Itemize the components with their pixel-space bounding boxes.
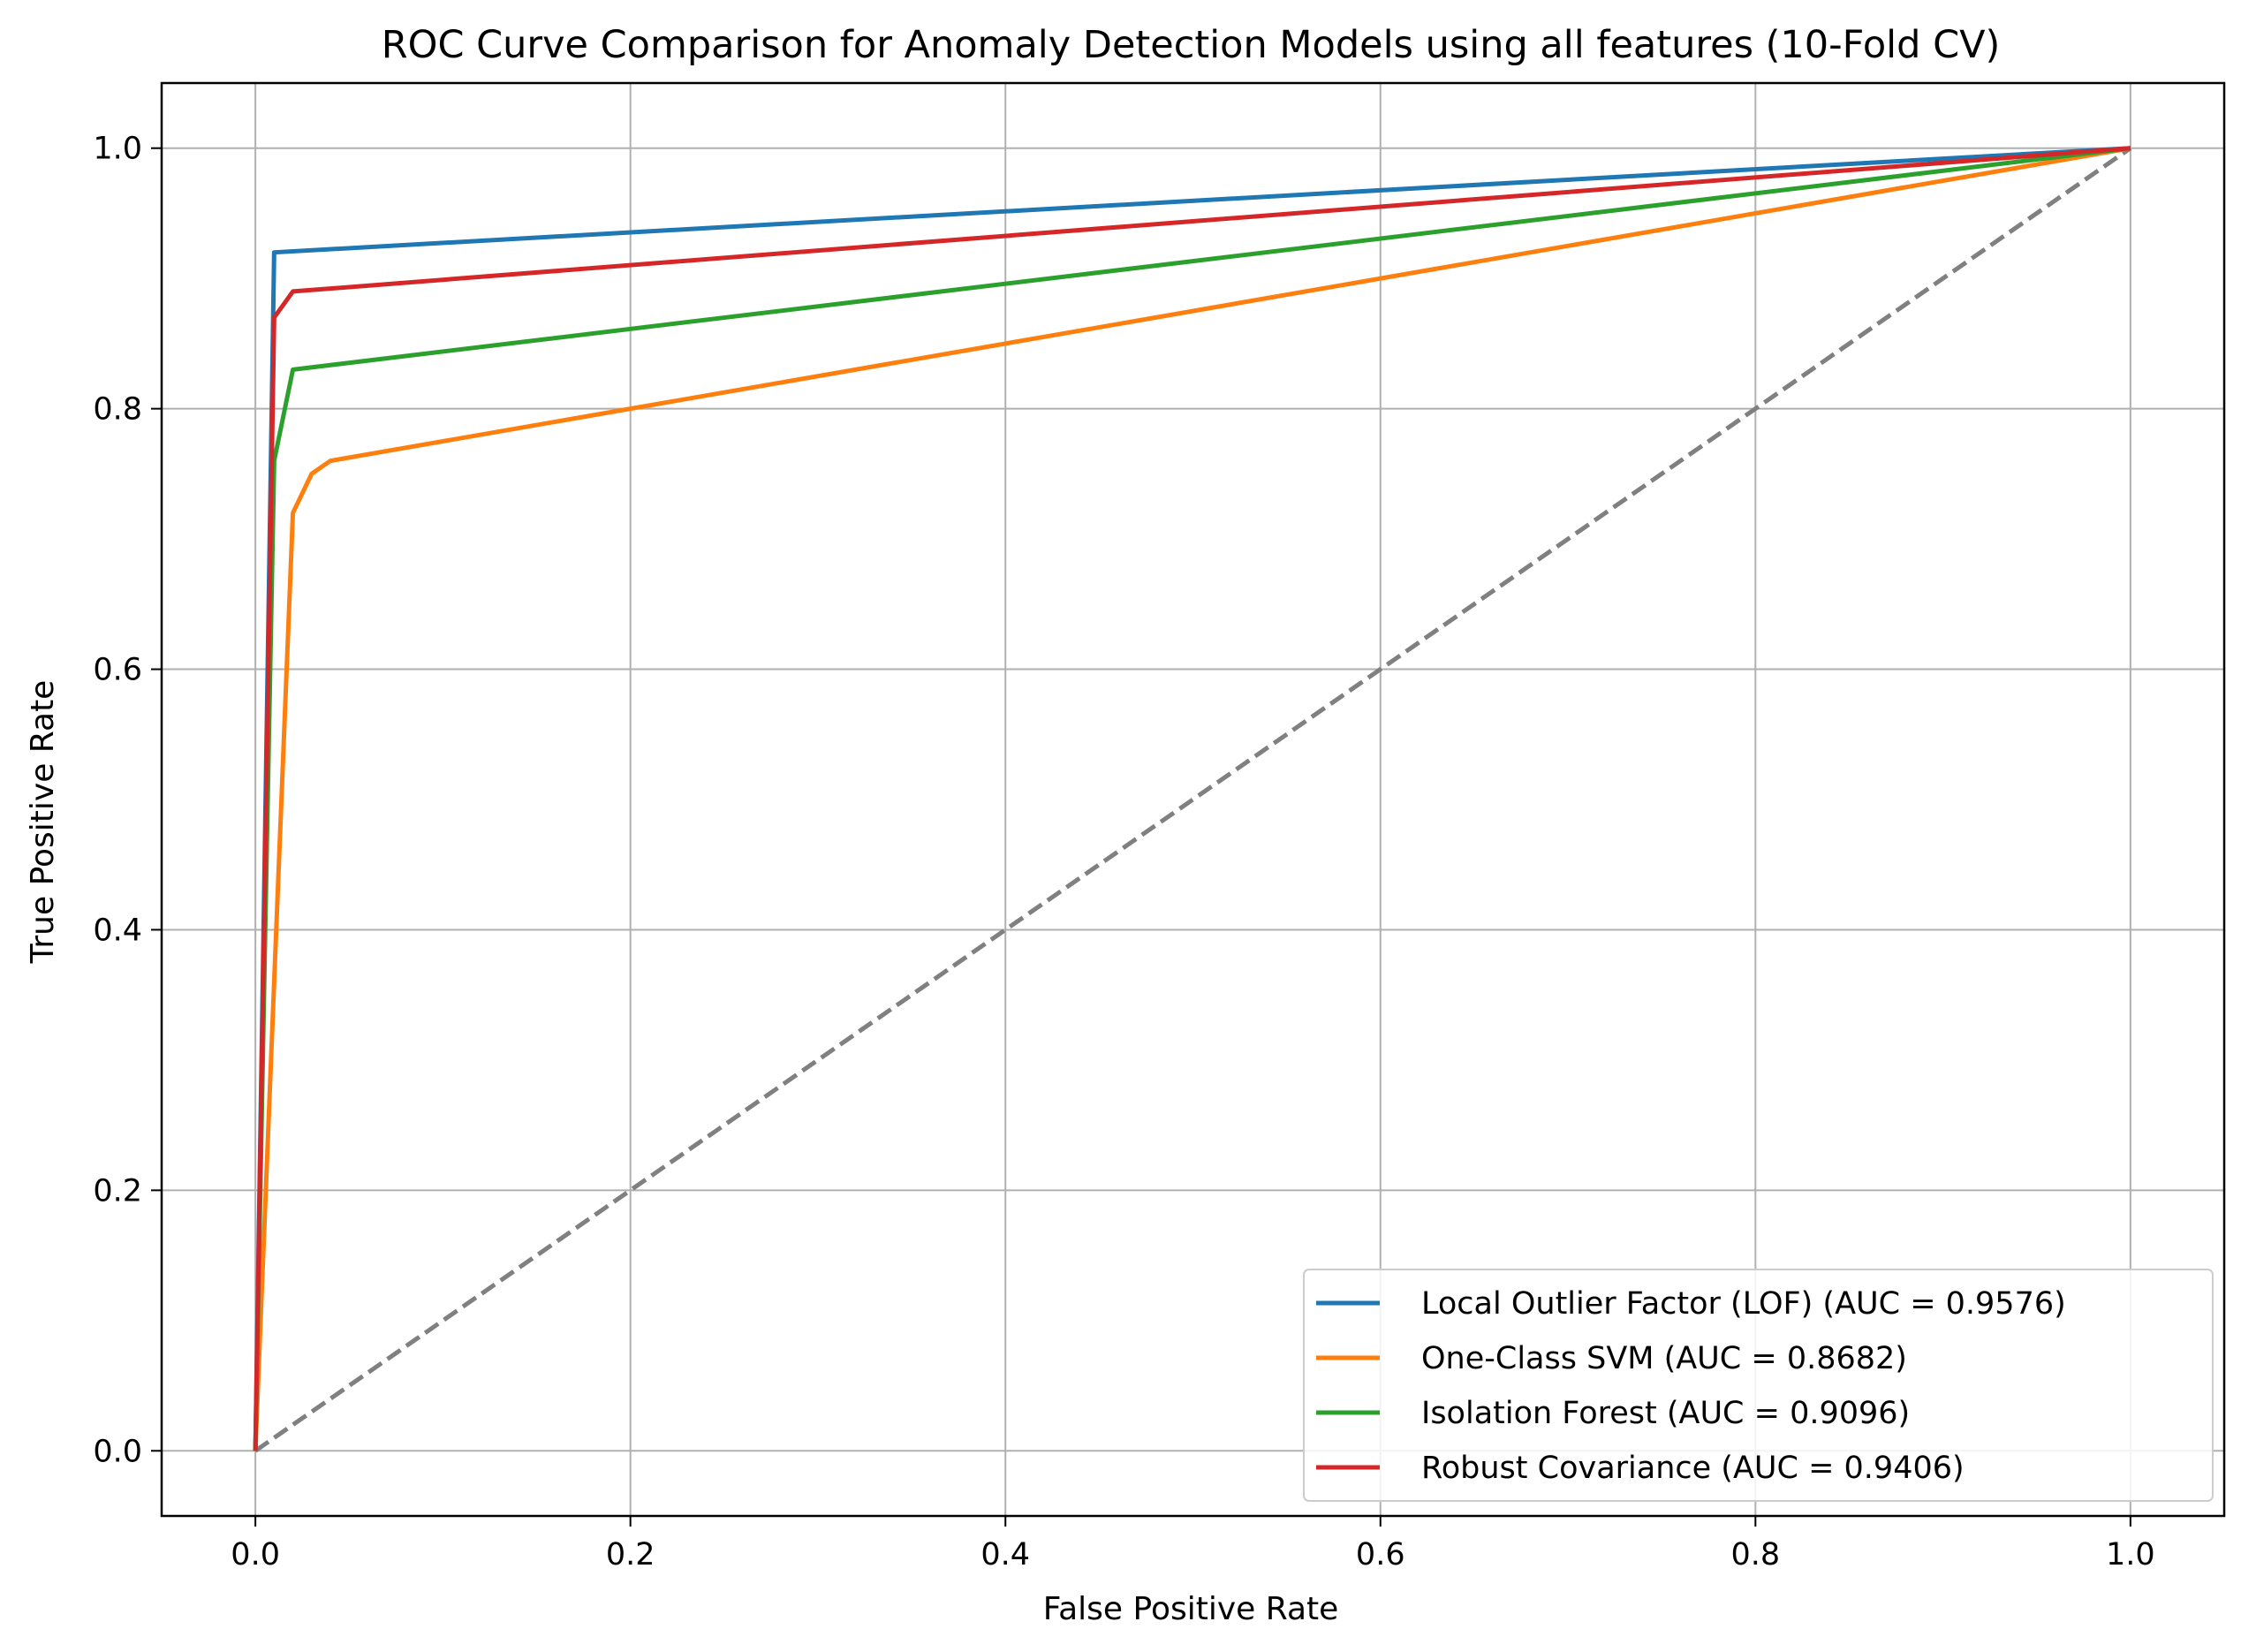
x-tick-label: 1.0: [2106, 1537, 2155, 1572]
series-layer: [253, 146, 2131, 1451]
reference-diagonal-line: [254, 146, 2132, 1453]
legend-label-3: Isolation Forest (AUC = 0.9096): [1421, 1396, 1910, 1431]
series-line-4: [253, 146, 2131, 1451]
y-axis-label: True Positive Rate: [25, 680, 61, 965]
y-tick-label: 0.4: [93, 913, 142, 948]
legend-label-4: Robust Covariance (AUC = 0.9406): [1421, 1451, 1965, 1486]
y-tick-label: 0.2: [93, 1173, 142, 1209]
tick-layer: 0.0 0.2 0.4 0.6 0.8 1.0 0.0 0.2 0.4 0.6 0.8 1.0: [93, 132, 2154, 1572]
x-tick-label: 0.2: [606, 1537, 655, 1572]
series-line-2: [253, 146, 2131, 1451]
x-tick-label: 0.0: [231, 1537, 280, 1572]
legend-label-1: Local Outlier Factor (LOF) (AUC = 0.9576…: [1421, 1286, 2066, 1322]
chart-title: ROC Curve Comparison for Anomaly Detecti…: [382, 23, 2001, 67]
y-tick-label: 1.0: [93, 132, 142, 167]
legend-label-2: One-Class SVM (AUC = 0.8682): [1421, 1341, 1907, 1376]
plot-frame: [160, 81, 2226, 1518]
y-tick-label: 0.6: [93, 653, 142, 688]
legend-box: [1303, 1269, 2214, 1502]
y-tick-label: 0.0: [93, 1434, 142, 1469]
legend: Local Outlier Factor (LOF) (AUC = 0.9576…: [1303, 1269, 2214, 1502]
x-axis-label: False Positive Rate: [1043, 1591, 1339, 1627]
reference-line-layer: [254, 146, 2132, 1453]
grid-layer: [162, 83, 2224, 1516]
y-tick-label: 0.8: [93, 392, 142, 428]
x-tick-label: 0.4: [980, 1537, 1030, 1572]
x-tick-label: 0.8: [1730, 1537, 1780, 1572]
x-tick-label: 0.6: [1356, 1537, 1405, 1572]
